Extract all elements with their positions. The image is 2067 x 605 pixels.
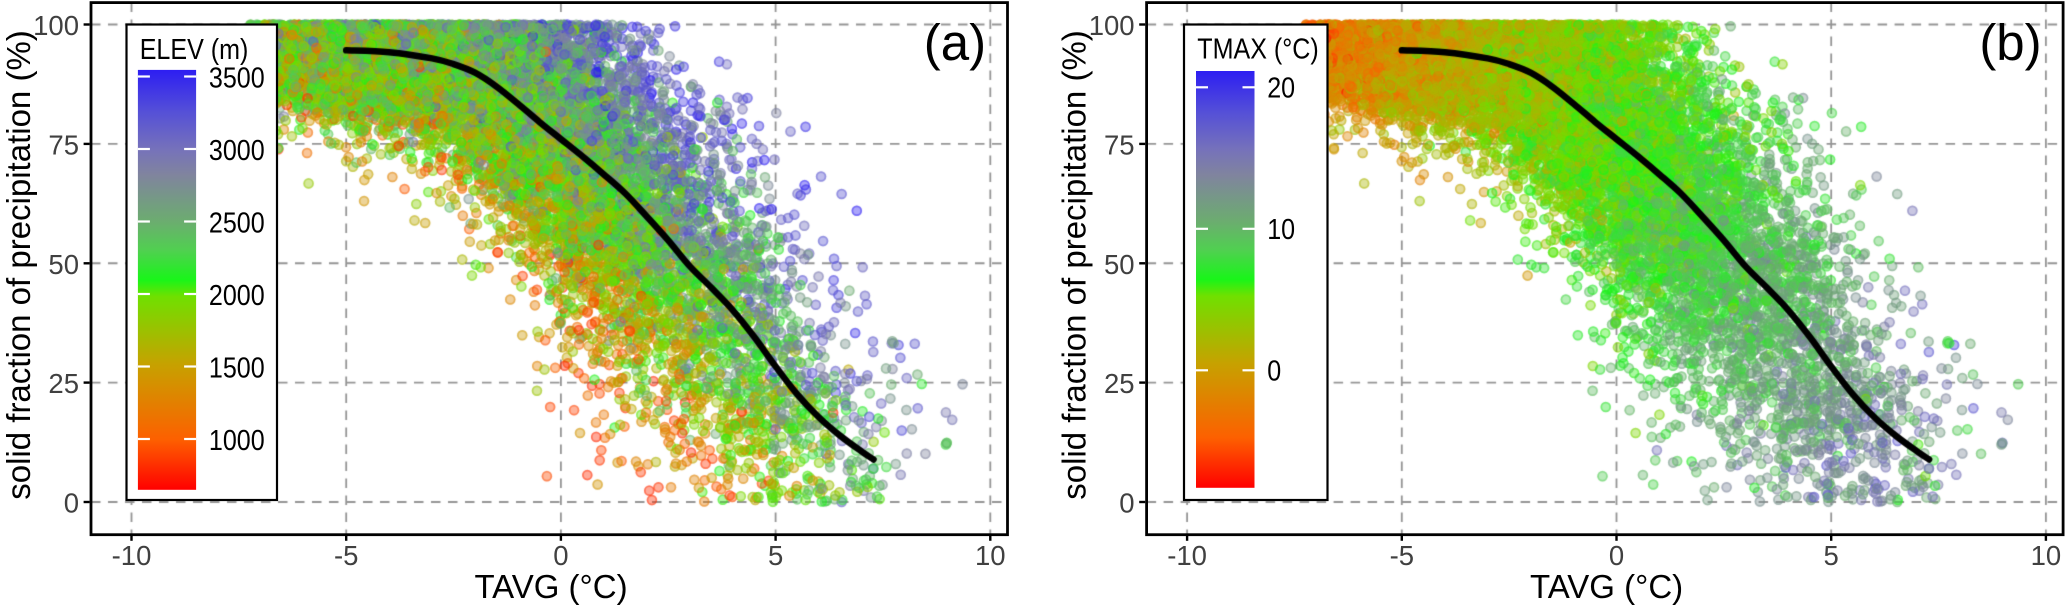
svg-text:10: 10 xyxy=(2031,540,2062,571)
svg-text:2500: 2500 xyxy=(209,207,265,239)
svg-text:10: 10 xyxy=(1267,214,1295,246)
svg-text:TMAX (°C): TMAX (°C) xyxy=(1197,33,1318,65)
svg-text:25: 25 xyxy=(48,368,79,399)
svg-text:-10: -10 xyxy=(1167,540,1207,571)
svg-text:100: 100 xyxy=(33,10,79,41)
svg-text:3000: 3000 xyxy=(209,135,265,167)
svg-text:0: 0 xyxy=(1119,488,1134,519)
svg-text:solid fraction of precipitatio: solid fraction of precipitation (%) xyxy=(0,30,37,500)
svg-text:20: 20 xyxy=(1267,72,1295,104)
svg-text:75: 75 xyxy=(1104,129,1135,160)
svg-text:75: 75 xyxy=(48,129,79,160)
svg-text:TAVG (°C): TAVG (°C) xyxy=(474,568,627,605)
svg-text:0: 0 xyxy=(1267,355,1281,387)
svg-text:solid fraction of precipitatio: solid fraction of precipitation (%) xyxy=(1056,30,1093,500)
svg-text:100: 100 xyxy=(1089,10,1135,41)
svg-text:25: 25 xyxy=(1104,368,1135,399)
svg-text:0: 0 xyxy=(553,540,568,571)
svg-text:ELEV (m): ELEV (m) xyxy=(140,34,249,66)
svg-text:5: 5 xyxy=(1824,540,1839,571)
svg-text:(b): (b) xyxy=(1979,14,2041,71)
svg-text:0: 0 xyxy=(64,488,79,519)
svg-text:1000: 1000 xyxy=(209,425,265,457)
svg-text:50: 50 xyxy=(48,249,79,280)
svg-text:3500: 3500 xyxy=(209,62,265,94)
svg-text:-5: -5 xyxy=(334,540,358,571)
svg-text:1500: 1500 xyxy=(209,352,265,384)
svg-text:TAVG (°C): TAVG (°C) xyxy=(1530,568,1683,605)
svg-text:(a): (a) xyxy=(924,14,986,71)
svg-text:-5: -5 xyxy=(1390,540,1414,571)
svg-text:50: 50 xyxy=(1104,249,1135,280)
svg-text:10: 10 xyxy=(975,540,1006,571)
svg-text:5: 5 xyxy=(768,540,783,571)
svg-text:-10: -10 xyxy=(112,540,152,571)
svg-text:0: 0 xyxy=(1609,540,1624,571)
svg-text:2000: 2000 xyxy=(209,280,265,312)
